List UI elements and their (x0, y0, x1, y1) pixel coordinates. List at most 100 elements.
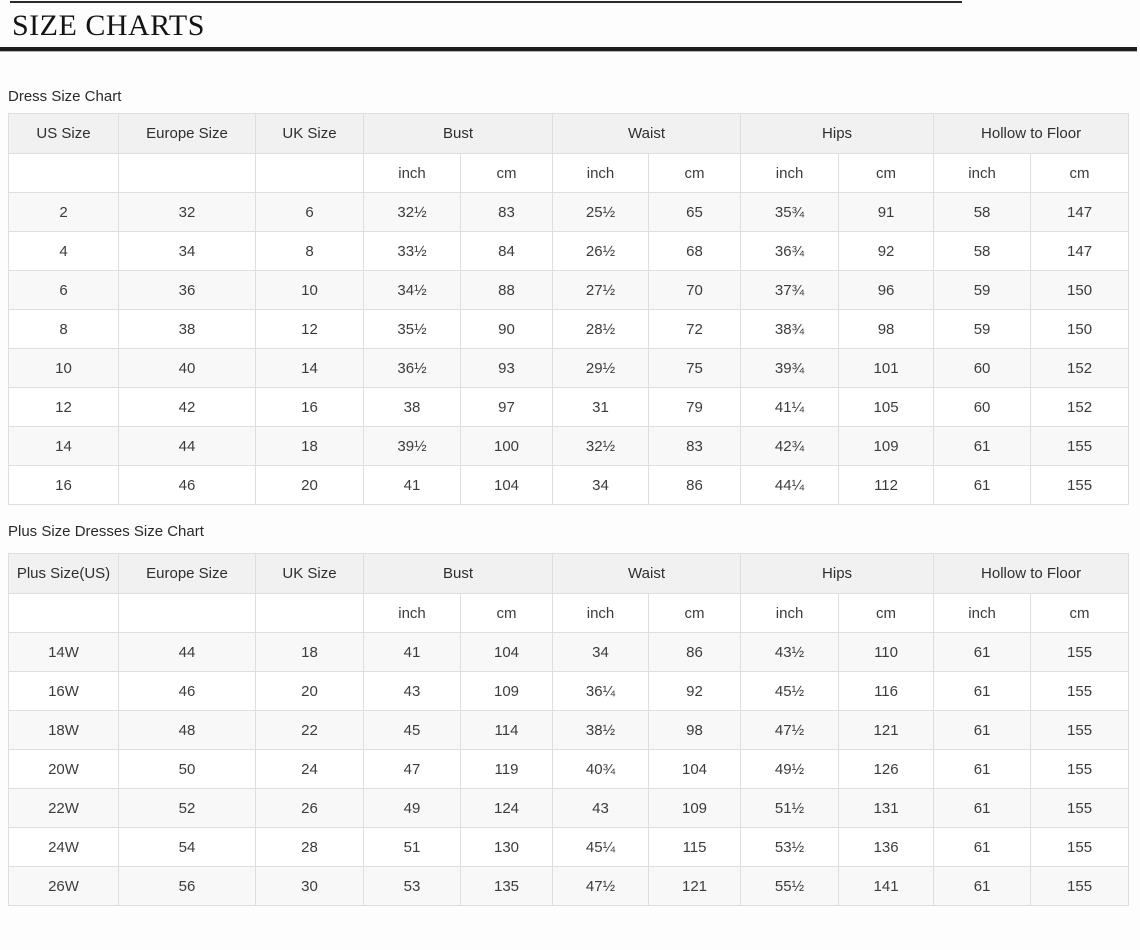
table-cell: 86 (648, 632, 742, 672)
table-cell: 38 (118, 309, 256, 349)
title-divider-rule (0, 47, 1137, 52)
column-header: Hips (740, 553, 935, 594)
unit-header: cm (648, 153, 742, 193)
table-cell: 112 (838, 465, 935, 505)
table-row: 18W 48 22 45 114 38½ 98 47½ 121 61 155 (8, 710, 1130, 750)
unit-header: cm (838, 593, 935, 633)
table-cell: 150 (1030, 309, 1130, 349)
table-cell: 121 (648, 866, 742, 906)
column-header: UK Size (255, 113, 364, 154)
table-cell: 45 (363, 710, 461, 750)
table-cell: 90 (459, 309, 554, 349)
table-row: 26W 56 30 53 135 47½ 121 55½ 141 61 155 (8, 866, 1130, 906)
size-cell: 26W (8, 866, 119, 906)
table-cell: 44 (118, 632, 256, 672)
table-cell: 34 (118, 231, 256, 271)
table-cell: 25½ (552, 192, 650, 232)
table-cell: 116 (838, 671, 935, 711)
table-row: 6 36 10 34½ 88 27½ 70 37¾ 96 59 150 (8, 270, 1130, 310)
table-cell: 14 (255, 348, 364, 388)
size-cell: 6 (8, 270, 119, 310)
table-cell: 61 (933, 788, 1032, 828)
dress-size-table: US Size Europe Size UK Size Bust Waist Hips Ho… (8, 113, 1130, 505)
size-cell: 12 (8, 387, 119, 427)
table-cell: 36 (118, 270, 256, 310)
column-header: Hollow to Floor (933, 553, 1130, 594)
table-cell: 124 (459, 788, 554, 828)
table-cell: 96 (838, 270, 935, 310)
table-cell: 31 (552, 387, 650, 427)
table-cell: 45¼ (552, 827, 650, 867)
table-header-row: Plus Size(US) Europe Size UK Size Bust Waist… (8, 553, 1130, 594)
size-cell: 18W (8, 710, 119, 750)
table-cell: 49½ (740, 749, 840, 789)
table-cell: 28½ (552, 309, 650, 349)
unit-header: cm (459, 153, 554, 193)
table-cell: 130 (459, 827, 554, 867)
empty-header-cell (255, 153, 364, 193)
unit-header: inch (933, 593, 1032, 633)
table-cell: 155 (1030, 866, 1130, 906)
table-row: 20W 50 24 47 119 40¾ 104 49½ 126 61 155 (8, 749, 1130, 789)
page-title: SIZE CHARTS (12, 9, 205, 42)
table-row: 10 40 14 36½ 93 29½ 75 39¾ 101 60 152 (8, 348, 1130, 388)
table-cell: 147 (1030, 192, 1130, 232)
table-cell: 43 (363, 671, 461, 711)
unit-header: inch (552, 153, 650, 193)
table-cell: 155 (1030, 465, 1130, 505)
table-cell: 98 (648, 710, 742, 750)
table-cell: 6 (255, 192, 364, 232)
size-cell: 24W (8, 827, 119, 867)
table-cell: 40 (118, 348, 256, 388)
table-cell: 121 (838, 710, 935, 750)
table-cell: 44¼ (740, 465, 840, 505)
size-cell: 16 (8, 465, 119, 505)
table-cell: 38¾ (740, 309, 840, 349)
table-cell: 147 (1030, 231, 1130, 271)
table-cell: 36½ (363, 348, 461, 388)
table-cell: 155 (1030, 632, 1130, 672)
table-cell: 28 (255, 827, 364, 867)
table-cell: 86 (648, 465, 742, 505)
empty-header-cell (8, 593, 119, 633)
table-cell: 48 (118, 710, 256, 750)
table-cell: 34½ (363, 270, 461, 310)
column-header: Hollow to Floor (933, 113, 1130, 154)
table-cell: 36¼ (552, 671, 650, 711)
table-cell: 8 (255, 231, 364, 271)
table-cell: 65 (648, 192, 742, 232)
table-cell: 20 (255, 671, 364, 711)
table-row: 12 42 16 38 97 31 79 41¼ 105 60 152 (8, 387, 1130, 427)
table-cell: 56 (118, 866, 256, 906)
table-cell: 58 (933, 231, 1032, 271)
table-cell: 59 (933, 309, 1032, 349)
table-cell: 61 (933, 710, 1032, 750)
table-cell: 32 (118, 192, 256, 232)
table-row: 2 32 6 32½ 83 25½ 65 35¾ 91 58 147 (8, 192, 1130, 232)
size-cell: 4 (8, 231, 119, 271)
table-cell: 40¾ (552, 749, 650, 789)
dress-size-chart-label: Dress Size Chart (8, 88, 122, 105)
table-cell: 32½ (552, 426, 650, 466)
table-cell: 54 (118, 827, 256, 867)
table-cell: 83 (648, 426, 742, 466)
table-cell: 104 (648, 749, 742, 789)
table-cell: 119 (459, 749, 554, 789)
size-cell: 22W (8, 788, 119, 828)
top-border-line (10, 1, 962, 3)
table-row: 4 34 8 33½ 84 26½ 68 36¾ 92 58 147 (8, 231, 1130, 271)
table-cell: 72 (648, 309, 742, 349)
table-cell: 100 (459, 426, 554, 466)
unit-header: inch (933, 153, 1032, 193)
table-cell: 39¾ (740, 348, 840, 388)
empty-header-cell (8, 153, 119, 193)
table-cell: 70 (648, 270, 742, 310)
table-cell: 105 (838, 387, 935, 427)
table-row: 8 38 12 35½ 90 28½ 72 38¾ 98 59 150 (8, 309, 1130, 349)
table-cell: 35½ (363, 309, 461, 349)
column-header: Waist (552, 553, 742, 594)
table-cell: 58 (933, 192, 1032, 232)
column-header: Plus Size(US) (8, 553, 119, 594)
unit-header-row: inch cm inch cm inch cm inch cm (8, 593, 1130, 633)
table-cell: 52 (118, 788, 256, 828)
